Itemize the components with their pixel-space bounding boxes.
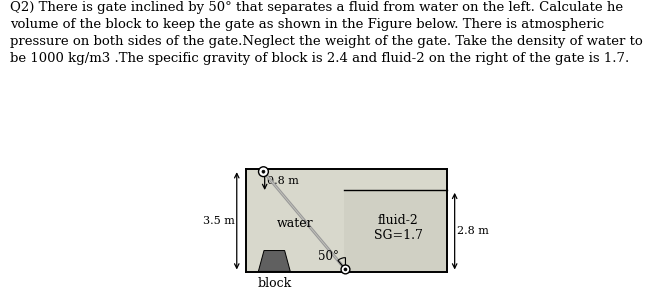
Text: 0.8 m: 0.8 m: [267, 176, 299, 186]
Text: 50°: 50°: [318, 250, 339, 263]
Text: block: block: [257, 277, 291, 290]
Bar: [246, 169, 448, 272]
Circle shape: [262, 170, 265, 173]
Circle shape: [259, 167, 268, 177]
Text: Q2) There is gate inclined by 50° that separates a fluid from water on the left.: Q2) There is gate inclined by 50° that s…: [10, 1, 643, 66]
Polygon shape: [258, 251, 290, 271]
Text: fluid-2
SG=1.7: fluid-2 SG=1.7: [374, 214, 422, 242]
Text: 2.8 m: 2.8 m: [457, 226, 489, 236]
Circle shape: [344, 268, 347, 271]
Bar: [344, 169, 448, 190]
Polygon shape: [260, 168, 350, 273]
Bar: [344, 190, 448, 272]
Circle shape: [341, 265, 350, 274]
Text: water: water: [277, 217, 314, 230]
Text: 3.5 m: 3.5 m: [203, 216, 235, 226]
